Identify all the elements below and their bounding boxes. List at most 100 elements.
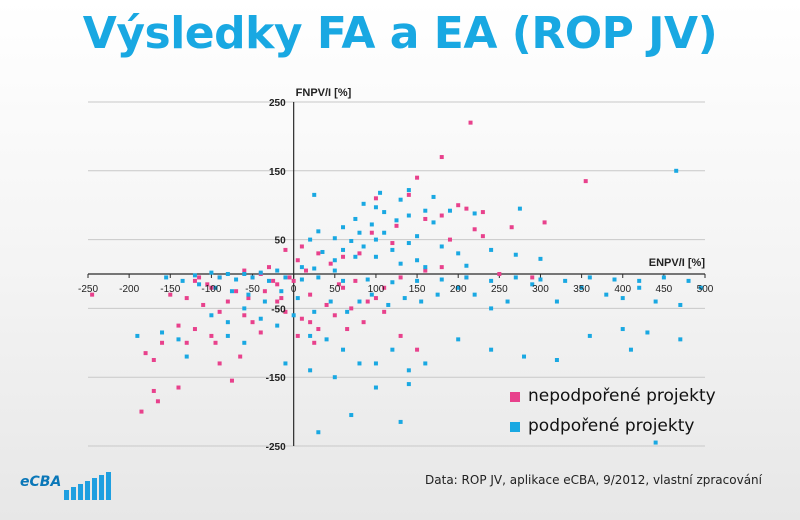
data-point <box>258 270 263 275</box>
data-point <box>160 330 165 335</box>
data-point <box>423 361 428 366</box>
x-tick-label: -250 <box>78 284 98 295</box>
data-point <box>192 278 197 283</box>
data-point <box>439 244 444 249</box>
data-point <box>402 296 407 301</box>
x-tick-label: -100 <box>201 284 221 295</box>
data-point <box>373 196 378 201</box>
x-tick-label: 100 <box>368 284 385 295</box>
data-point <box>151 358 156 362</box>
data-point <box>312 309 317 314</box>
data-point <box>283 247 288 252</box>
data-point <box>509 225 514 230</box>
data-point <box>308 333 313 338</box>
data-point <box>197 275 202 280</box>
data-point <box>192 273 197 278</box>
data-point <box>308 292 313 297</box>
data-point <box>312 192 317 197</box>
data-point <box>316 229 321 234</box>
data-point <box>271 278 276 283</box>
x-tick-label: 500 <box>697 284 714 295</box>
data-point <box>637 285 642 290</box>
y-tick-label: 150 <box>269 167 286 178</box>
data-point <box>324 337 329 342</box>
data-point <box>513 275 518 280</box>
data-point <box>637 278 642 283</box>
data-point <box>583 179 588 184</box>
data-point <box>295 258 300 263</box>
data-point <box>468 120 473 125</box>
data-point <box>160 340 165 345</box>
data-point <box>246 292 251 297</box>
data-point <box>316 327 321 332</box>
data-point <box>349 413 354 418</box>
y-axis-title: FNPV/I [%] <box>296 87 352 99</box>
data-point <box>365 299 370 304</box>
data-point <box>345 327 350 332</box>
data-point <box>406 192 411 197</box>
data-point <box>209 270 214 275</box>
data-point <box>382 285 387 290</box>
data-point <box>447 237 452 242</box>
data-point <box>357 251 362 256</box>
data-point <box>349 306 354 311</box>
axis-labels: -250 -200 -150 -100 -50 0 50 100 150 200 250 300 350… <box>78 87 714 453</box>
data-point <box>353 254 358 259</box>
data-point <box>275 282 280 287</box>
data-point <box>328 261 333 266</box>
data-point <box>168 292 173 297</box>
data-point <box>390 241 395 246</box>
data-point <box>513 252 518 257</box>
x-tick-label: 200 <box>450 284 467 295</box>
data-point <box>373 254 378 259</box>
data-point <box>538 256 543 261</box>
data-point <box>201 302 206 307</box>
data-point <box>464 263 469 268</box>
data-point <box>353 278 358 283</box>
data-point <box>423 265 428 270</box>
data-point <box>373 237 378 242</box>
data-point <box>180 278 185 283</box>
data-point <box>250 275 255 280</box>
x-tick-label: -200 <box>119 284 139 295</box>
data-point <box>341 225 346 230</box>
data-point <box>312 340 317 345</box>
data-point <box>299 244 304 249</box>
data-point <box>299 277 304 282</box>
data-point <box>423 208 428 213</box>
data-point <box>291 313 296 318</box>
data-point <box>341 247 346 252</box>
data-point <box>415 278 420 283</box>
data-point <box>563 278 568 283</box>
data-point <box>373 385 378 390</box>
data-point <box>398 275 403 280</box>
x-tick-label: 450 <box>656 284 673 295</box>
data-point <box>406 213 411 218</box>
data-point <box>423 216 428 221</box>
data-point <box>341 347 346 352</box>
data-point <box>345 309 350 314</box>
x-tick-label: -50 <box>245 284 260 295</box>
data-point <box>472 211 477 216</box>
data-point <box>279 296 284 301</box>
data-point <box>415 234 420 239</box>
data-point <box>361 244 366 249</box>
data-point <box>184 340 189 345</box>
data-point <box>332 313 337 318</box>
data-point <box>406 241 411 246</box>
data-point <box>645 330 650 335</box>
data-point <box>283 275 288 280</box>
data-point <box>522 354 527 359</box>
data-point <box>497 272 502 276</box>
data-point <box>398 197 403 202</box>
data-point <box>472 227 477 232</box>
data-point <box>242 340 247 345</box>
data-point <box>373 361 378 366</box>
data-point <box>229 378 234 383</box>
data-point <box>324 302 329 307</box>
legend-label: nepodpořené projekty <box>528 386 716 406</box>
data-point <box>242 306 247 311</box>
data-point <box>447 208 452 213</box>
data-point <box>192 327 197 332</box>
data-point <box>213 340 218 345</box>
